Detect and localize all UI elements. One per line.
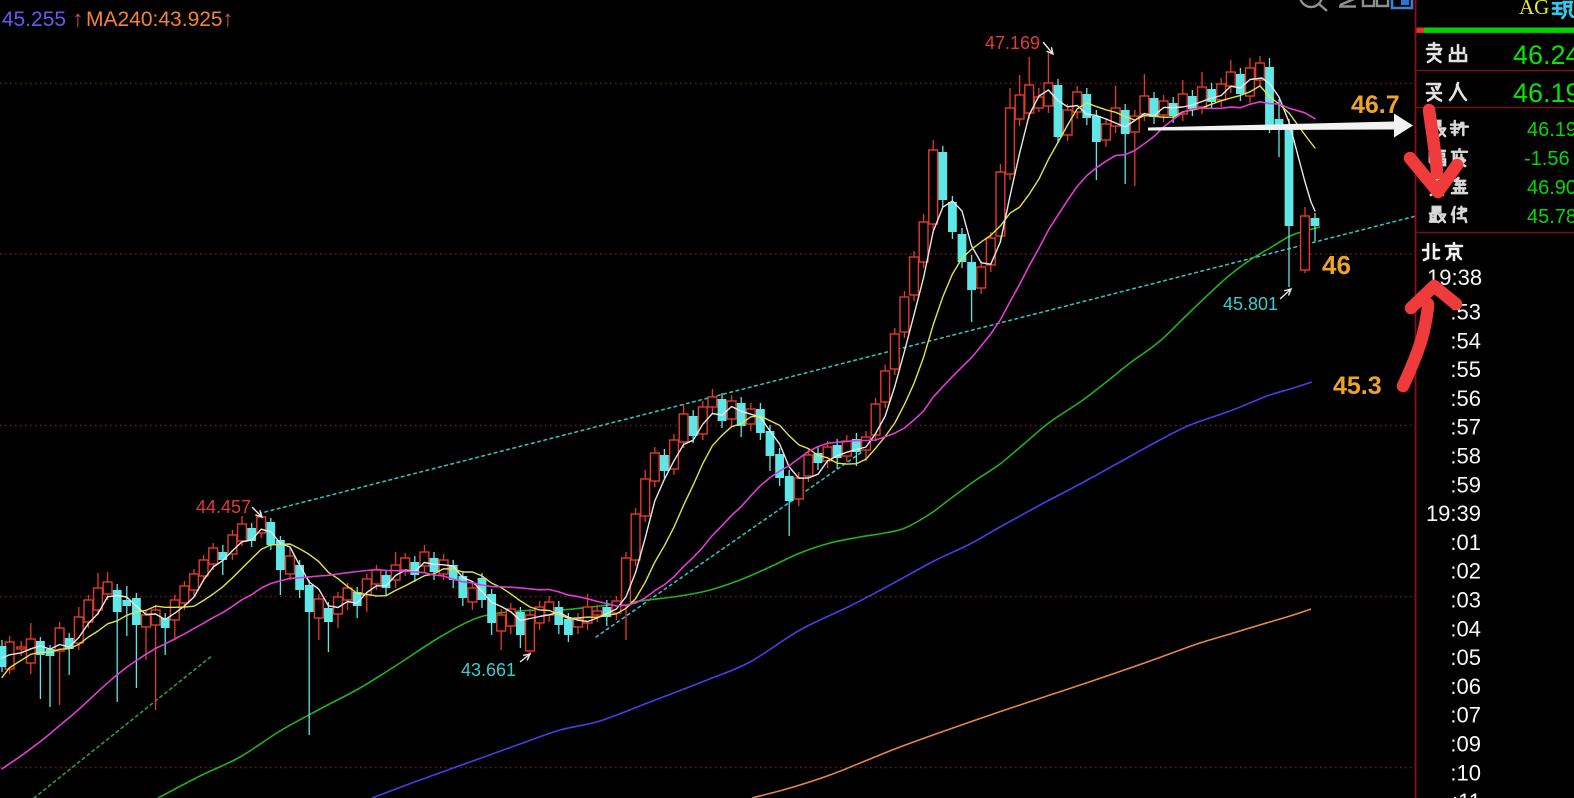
svg-text:↑: ↑	[72, 6, 84, 32]
svg-text::56: :56	[1450, 386, 1481, 411]
svg-text:↑: ↑	[222, 6, 234, 32]
svg-text::11: :11	[1452, 789, 1481, 798]
svg-text::10: :10	[1450, 760, 1481, 785]
svg-text::55: :55	[1450, 357, 1481, 382]
svg-text:46.7: 46.7	[1351, 91, 1400, 119]
svg-text::57: :57	[1450, 415, 1481, 440]
svg-text:47.169: 47.169	[985, 33, 1040, 53]
svg-text::06: :06	[1450, 674, 1481, 699]
svg-text:45.78: 45.78	[1527, 206, 1574, 228]
svg-text::45.255: :45.255	[0, 8, 66, 31]
svg-text::01: :01	[1450, 530, 1481, 555]
svg-text:46.245: 46.245	[1513, 40, 1574, 70]
svg-text:45.801: 45.801	[1223, 294, 1278, 314]
svg-text:46.90: 46.90	[1527, 177, 1574, 199]
svg-text::58: :58	[1450, 444, 1481, 469]
svg-text:-1.56: -1.56	[1524, 148, 1570, 170]
svg-text:44.457: 44.457	[196, 497, 251, 517]
svg-text:46: 46	[1322, 250, 1351, 280]
svg-text:45.3: 45.3	[1333, 372, 1382, 400]
svg-text::07: :07	[1450, 703, 1481, 728]
svg-text::03: :03	[1450, 588, 1481, 613]
svg-text::02: :02	[1450, 559, 1481, 584]
svg-text::59: :59	[1450, 472, 1481, 497]
svg-text::04: :04	[1450, 616, 1481, 641]
svg-text:19:39: 19:39	[1426, 501, 1481, 526]
svg-text::09: :09	[1450, 732, 1481, 757]
svg-text:MA240:43.925: MA240:43.925	[86, 8, 223, 31]
svg-text::54: :54	[1450, 328, 1481, 353]
svg-text::05: :05	[1450, 645, 1481, 670]
svg-text:AG: AG	[1519, 0, 1549, 19]
svg-text:46.19: 46.19	[1527, 119, 1574, 141]
svg-text:46.195: 46.195	[1513, 78, 1574, 108]
svg-text:43.661: 43.661	[461, 660, 516, 680]
